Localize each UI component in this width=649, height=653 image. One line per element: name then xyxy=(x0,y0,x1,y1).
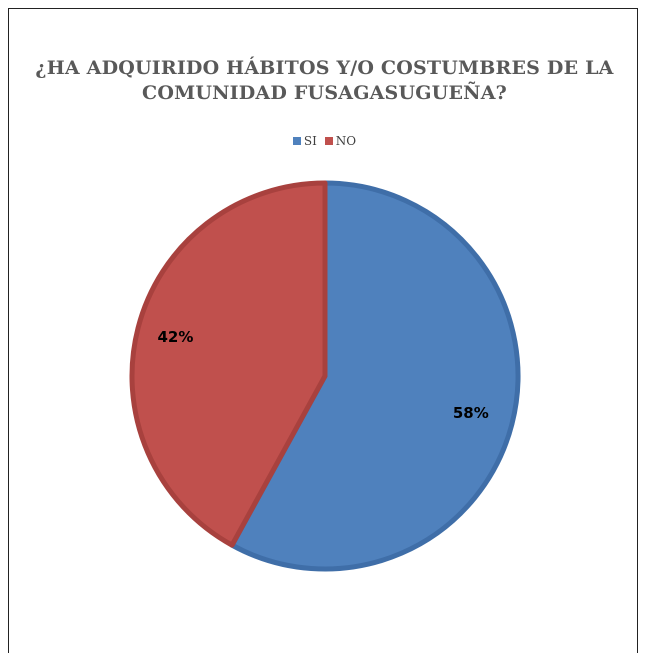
legend-label-si: SI xyxy=(303,134,317,148)
chart-title-line-2: COMUNIDAD FUSAGASUGUEÑA? xyxy=(142,82,507,104)
pie-labels: 58% 42% xyxy=(157,328,488,422)
pie-slice-no xyxy=(129,180,328,548)
chart-title-line-1: ¿HA ADQUIRIDO HÁBITOS Y/O COSTUMBRES DE … xyxy=(35,57,614,79)
chart-title: ¿HA ADQUIRIDO HÁBITOS Y/O COSTUMBRES DE … xyxy=(0,56,649,106)
legend-swatch-no xyxy=(324,136,333,145)
legend-label-no: NO xyxy=(335,134,357,148)
data-label-no: 42% xyxy=(157,328,193,346)
legend-swatch-si xyxy=(292,136,301,145)
legend-item-si: SI xyxy=(292,134,317,148)
legend-item-no: NO xyxy=(324,134,357,148)
data-label-si: 58% xyxy=(453,404,489,422)
chart-legend: SI NO xyxy=(0,134,649,148)
pie-slice-si xyxy=(229,180,521,572)
pie-slices xyxy=(129,180,521,572)
